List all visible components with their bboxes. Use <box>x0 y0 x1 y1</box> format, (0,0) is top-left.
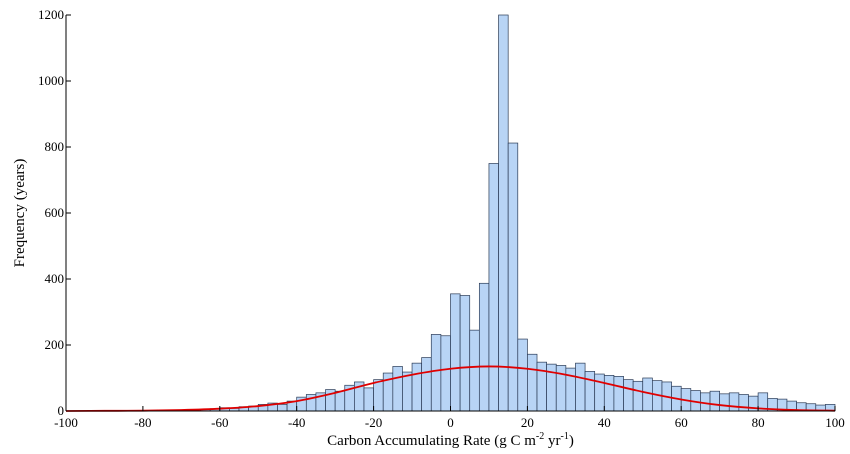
axes <box>65 14 836 412</box>
histogram-bar <box>411 362 423 412</box>
y-tick-label: 800 <box>45 139 65 154</box>
y-tick-label: 600 <box>45 205 65 220</box>
histogram-bar <box>738 394 749 412</box>
histogram-bar <box>373 379 384 412</box>
x-tick-label: -100 <box>54 415 78 430</box>
histogram-bar <box>277 404 288 412</box>
y-tick-labels: 0 200 400 600 800 1000 1200 <box>38 7 64 418</box>
histogram-bar <box>430 334 442 412</box>
histogram-bar <box>603 375 615 412</box>
histogram-bar <box>507 142 519 412</box>
x-tick-label: 100 <box>825 415 845 430</box>
histogram-bar <box>392 366 403 412</box>
x-tick-label: -80 <box>134 415 151 430</box>
x-tick-label: -60 <box>211 415 228 430</box>
y-tick-label: 400 <box>45 271 65 286</box>
x-axis-label: Carbon Accumulating Rate (g C m-2 yr-1) <box>327 431 574 449</box>
histogram-bar <box>719 393 730 412</box>
histogram-bar <box>440 335 451 412</box>
x-tick-label: -20 <box>365 415 382 430</box>
histogram-bar <box>450 293 461 412</box>
histogram-bar <box>334 390 346 412</box>
y-tick-label: 200 <box>45 337 65 352</box>
x-tick-label: 0 <box>447 415 454 430</box>
x-tick-label: 40 <box>598 415 611 430</box>
x-tick-labels: -100 -80 -60 -40 -20 0 20 40 60 80 100 <box>54 415 845 430</box>
histogram-bar <box>594 373 605 412</box>
histogram-bar <box>613 376 624 412</box>
histogram-bar <box>632 380 644 412</box>
x-tick-label: 20 <box>521 415 534 430</box>
x-tick-label: -40 <box>288 415 305 430</box>
histogram-bar <box>488 163 499 412</box>
histogram-bars <box>171 14 836 412</box>
histogram-bar <box>459 295 471 412</box>
histogram-bar <box>363 387 374 412</box>
y-tick-label: 1200 <box>38 7 64 22</box>
histogram-bar <box>498 14 509 412</box>
x-tick-label: 80 <box>752 415 765 430</box>
histogram-bar <box>478 282 490 412</box>
x-tick-label: 60 <box>675 415 688 430</box>
histogram-bar <box>575 362 586 412</box>
histogram-bar <box>728 392 740 412</box>
histogram-bar <box>527 353 538 412</box>
histogram-bar <box>469 329 480 412</box>
y-axis-label: Frequency (years) <box>12 159 28 268</box>
histogram-bar <box>421 357 432 412</box>
fit-curve-line <box>65 365 836 412</box>
histogram-bar <box>517 338 528 412</box>
fit-curve-group <box>65 365 836 412</box>
histogram-bar <box>555 365 567 412</box>
histogram-bar <box>709 390 720 412</box>
y-tick-label: 1000 <box>38 73 64 88</box>
y-tick-label: 0 <box>58 403 65 418</box>
histogram-bar <box>402 371 413 412</box>
histogram-bar <box>623 379 634 412</box>
histogram-bar <box>584 371 596 412</box>
